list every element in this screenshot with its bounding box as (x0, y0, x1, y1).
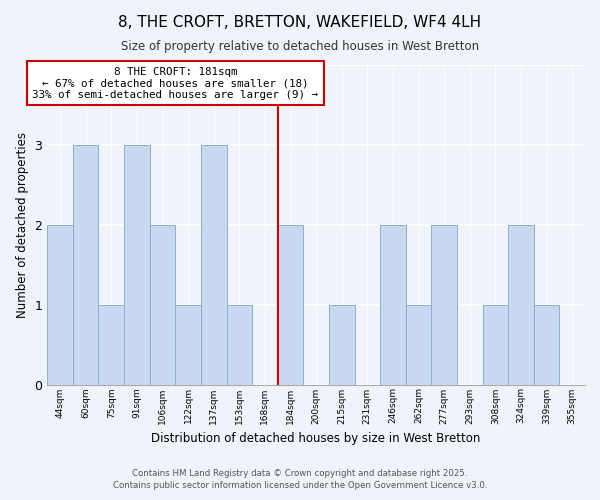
Text: Contains HM Land Registry data © Crown copyright and database right 2025.
Contai: Contains HM Land Registry data © Crown c… (113, 468, 487, 490)
Bar (150, 225, 175, 384)
Bar (329, 304, 355, 384)
Bar (73, 145, 98, 384)
Bar (482, 304, 508, 384)
Text: Size of property relative to detached houses in West Bretton: Size of property relative to detached ho… (121, 40, 479, 53)
Bar (175, 304, 201, 384)
Y-axis label: Number of detached properties: Number of detached properties (16, 132, 29, 318)
X-axis label: Distribution of detached houses by size in West Bretton: Distribution of detached houses by size … (151, 432, 481, 445)
Bar (278, 225, 304, 384)
Bar (431, 225, 457, 384)
Bar (508, 225, 534, 384)
Bar (227, 304, 252, 384)
Bar (534, 304, 559, 384)
Bar (124, 145, 150, 384)
Bar (47, 225, 73, 384)
Text: 8 THE CROFT: 181sqm
← 67% of detached houses are smaller (18)
33% of semi-detach: 8 THE CROFT: 181sqm ← 67% of detached ho… (32, 66, 319, 100)
Text: 8, THE CROFT, BRETTON, WAKEFIELD, WF4 4LH: 8, THE CROFT, BRETTON, WAKEFIELD, WF4 4L… (118, 15, 482, 30)
Bar (380, 225, 406, 384)
Bar (406, 304, 431, 384)
Bar (98, 304, 124, 384)
Bar (201, 145, 227, 384)
